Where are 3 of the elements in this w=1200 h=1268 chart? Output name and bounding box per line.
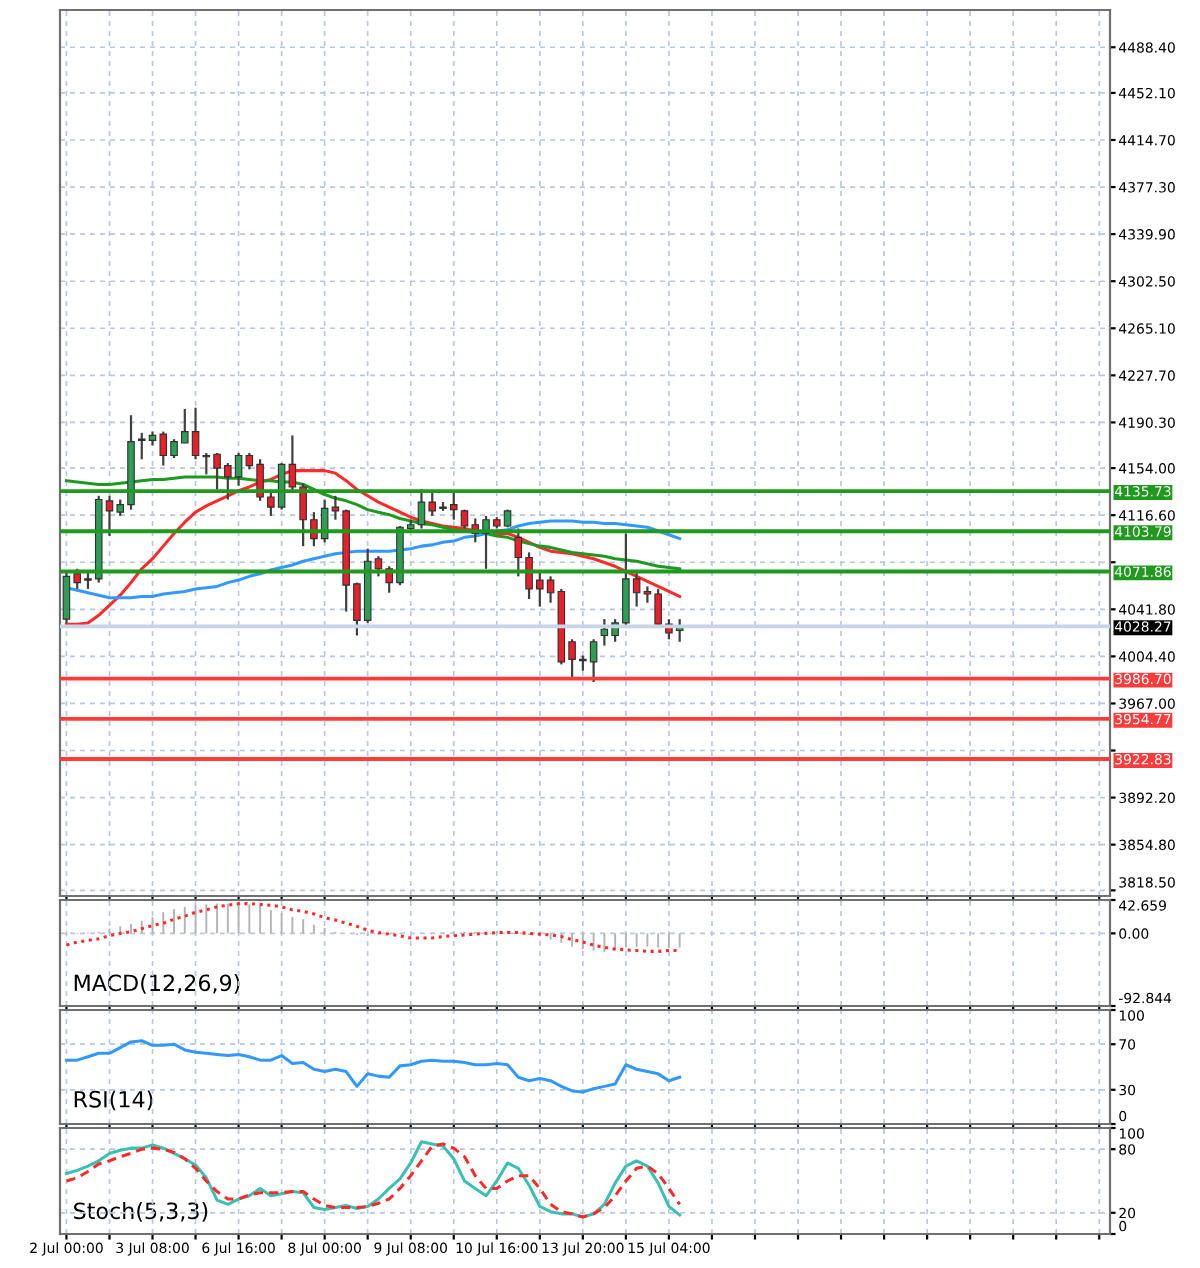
- text: Stoch(5,3,3): [74, 1202, 208, 1222]
- text: MACD(12,26,9): [74, 974, 240, 994]
- text: RSI(14): [74, 1090, 153, 1111]
